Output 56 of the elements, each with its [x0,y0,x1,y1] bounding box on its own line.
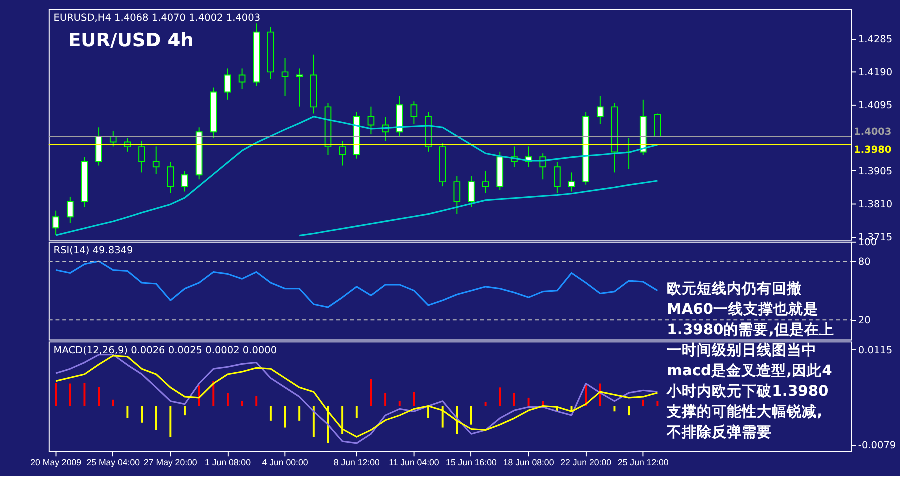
candlestick [368,106,375,136]
candlestick [138,141,146,174]
annotation: macd是金叉造型,因此4 [667,362,832,380]
x-tick-label: 15 Jun 16:00 [446,457,498,468]
candlestick [224,68,232,100]
candlestick [482,170,490,194]
candlestick [596,96,604,125]
candlestick [167,162,174,194]
ref-line-label: 1.3980 [854,144,892,156]
candlestick [568,172,576,192]
annotation: 一时间级别日线图当中 [667,342,818,359]
annotation: 支撑的可能性大幅锐减, [666,404,823,421]
x-tick-label: 4 Jun 00:00 [262,457,308,468]
annotation: 1.3980的需要,但是在上 [667,321,834,338]
candlestick [410,101,418,125]
x-tick-label: 22 Jun 20:00 [560,457,612,468]
x-tick-label: 27 May 20:00 [144,457,198,468]
candlestick [238,68,246,90]
candlestick [454,176,461,215]
y-tick-label: -0.0079 [858,440,896,452]
x-tick-label: 1 Jun 08:00 [204,457,252,468]
x-tick-label: 11 Jun 04:00 [389,457,440,468]
x-tick-label: 25 Jun 12:00 [618,457,669,468]
y-tick-label: 1.4285 [858,34,893,46]
annotation: 不排除反弹需要 [666,424,772,442]
annotation: MA60一线支撑也就是 [667,300,818,318]
y-tick-label: 80 [858,256,871,268]
y-tick-label: 0.0115 [858,345,893,356]
ref-line-label: 1.4003 [854,127,892,138]
y-tick-label: 1.4095 [858,100,893,112]
y-tick-label: 1.4190 [858,68,893,79]
y-tick-label: 1.3905 [858,166,893,178]
annotation: 欧元短线内仍有回撤 [667,280,802,298]
x-tick-label: 25 May 04:00 [86,457,140,468]
x-tick-label: 18 Jun 08:00 [503,457,554,468]
candlestick [66,196,74,224]
candlestick [282,58,289,97]
chart-title: RSI(14) 49.8349 [54,246,134,257]
candlestick [468,176,475,208]
chart-subtitle: EURUSD,H4 1.4068 1.4070 1.4002 1.4003 [54,12,261,24]
y-tick-label: 1.3810 [858,199,893,210]
x-tick-label: 20 May 2009 [30,457,82,468]
candlestick [152,146,160,175]
candlestick [296,68,304,108]
candlestick [182,170,188,192]
line-series [55,116,658,236]
x-tick-label: 8 Jun 12:00 [334,457,380,468]
y-tick-label: 20 [858,316,871,327]
chart-title: MACD(12,26,9) 0.0026 0.0025 0.0002 0.0000 [54,345,278,356]
candlestick [554,162,561,194]
candlestick [52,210,60,236]
text: EUR/USD 4h [68,30,194,52]
candlestick [339,141,346,166]
annotation: 小时内欧元下破1.3980 [666,382,829,400]
line-series [298,180,658,237]
line-series [55,260,658,308]
